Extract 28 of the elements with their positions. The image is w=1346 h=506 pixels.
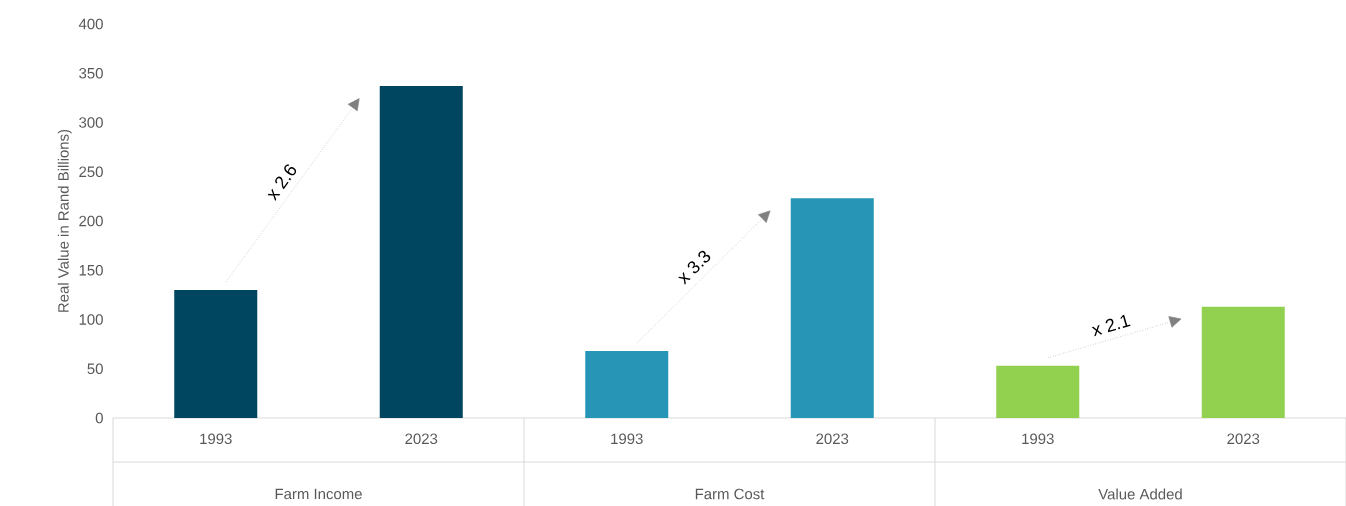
y-tick-label: 350 bbox=[79, 67, 103, 79]
y-tick-label: 0 bbox=[95, 412, 103, 424]
x-tick-label: 1993 bbox=[200, 433, 232, 445]
y-tick-label: 200 bbox=[79, 215, 103, 227]
annotation: x 3.3 bbox=[678, 250, 711, 285]
x-tick-label: 2023 bbox=[816, 433, 849, 445]
annotation: x 2.1 bbox=[1091, 314, 1131, 337]
y-axis-title: Real Value in Rand Billions) bbox=[57, 129, 72, 312]
bar bbox=[790, 198, 874, 418]
annotation: x 2.6 bbox=[267, 164, 297, 201]
text: Value Added bbox=[1098, 488, 1182, 500]
y-tick-label: 150 bbox=[79, 264, 103, 276]
y-tick-label: 100 bbox=[79, 314, 103, 325]
bar bbox=[379, 86, 463, 418]
y-tick-label: 300 bbox=[79, 117, 103, 128]
y-tick-label: 50 bbox=[87, 363, 103, 375]
x-tick-label: 2023 bbox=[1227, 433, 1260, 445]
x-tick-label: 2023 bbox=[405, 433, 438, 445]
x-tick-label: 1993 bbox=[1022, 433, 1054, 445]
text: Farm Income bbox=[275, 488, 362, 500]
x-tick-label: 1993 bbox=[611, 433, 643, 445]
bar bbox=[1201, 306, 1285, 418]
bar bbox=[174, 289, 258, 418]
bar bbox=[585, 351, 669, 418]
y-tick-label: 250 bbox=[79, 166, 103, 178]
y-tick-label: 400 bbox=[78, 18, 103, 30]
text: Farm Cost bbox=[695, 488, 765, 500]
bar bbox=[996, 365, 1080, 418]
